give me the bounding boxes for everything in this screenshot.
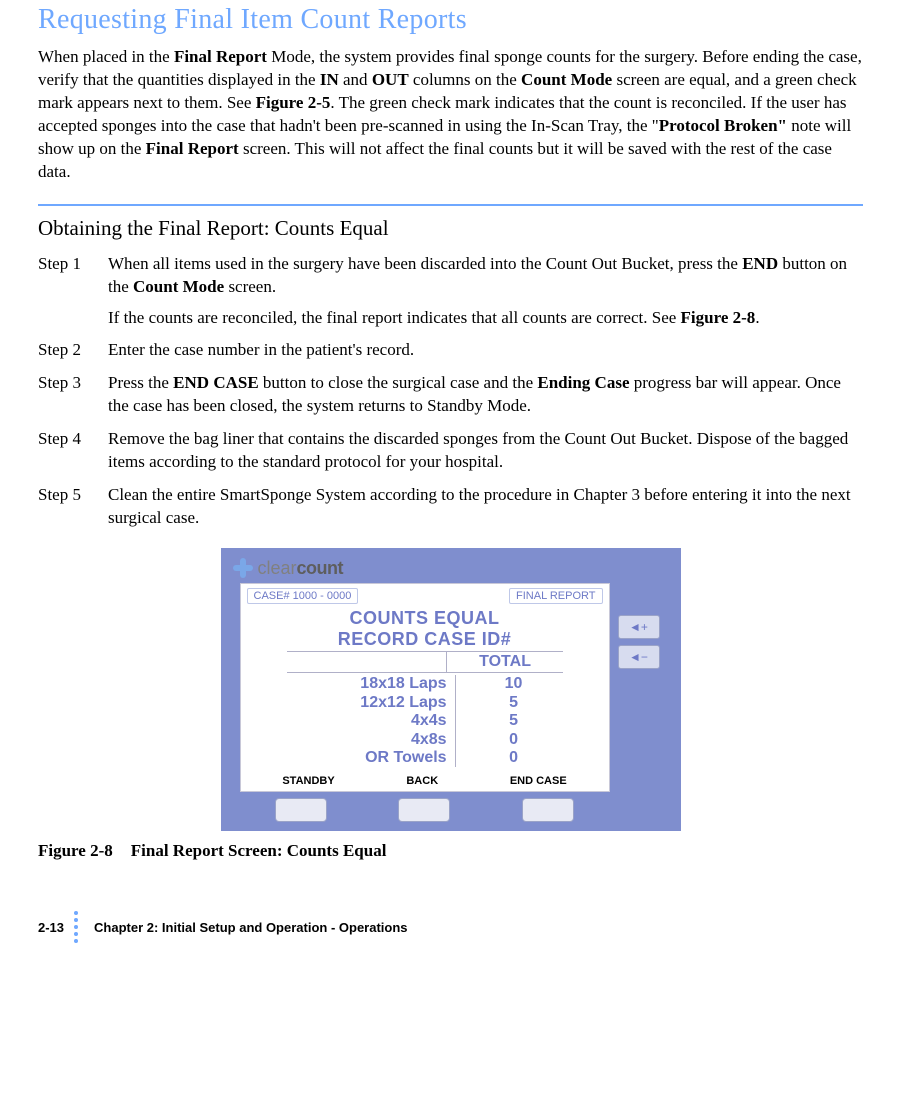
step-text: Clean the entire SmartSponge System acco… xyxy=(108,484,863,530)
item-total: 5 xyxy=(456,712,572,730)
mode-label: FINAL REPORT xyxy=(509,588,602,604)
step-text: Remove the bag liner that contains the d… xyxy=(108,428,863,474)
screen-bottom-labels: STANDBY BACK END CASE xyxy=(247,775,603,787)
page-footer: 2-13 Chapter 2: Initial Setup and Operat… xyxy=(38,911,863,943)
step-4: Step 4Remove the bag liner that contains… xyxy=(38,428,863,474)
count-row: 4x8s0 xyxy=(287,731,563,749)
count-row: 4x4s5 xyxy=(287,712,563,730)
step-label: Step 4 xyxy=(38,428,108,451)
screen-title-line1: COUNTS EQUAL xyxy=(247,608,603,629)
screen-button-label: BACK xyxy=(406,775,438,787)
screen-button-label: END CASE xyxy=(510,775,567,787)
item-name: 4x4s xyxy=(287,712,456,730)
step-label: Step 1 xyxy=(38,253,108,276)
page-number: 2-13 xyxy=(38,920,64,935)
end-case-button[interactable] xyxy=(522,798,574,822)
step-3: Step 3Press the END CASE button to close… xyxy=(38,372,863,418)
item-total: 10 xyxy=(456,675,572,693)
case-number-label: CASE# 1000 - 0000 xyxy=(247,588,359,604)
section-heading: Requesting Final Item Count Reports xyxy=(38,4,863,36)
intro-paragraph: When placed in the Final Report Mode, th… xyxy=(38,46,863,184)
footer-dots-icon xyxy=(74,911,78,943)
count-row: OR Towels0 xyxy=(287,749,563,767)
step-text: When all items used in the surgery have … xyxy=(108,253,863,330)
item-name: OR Towels xyxy=(287,749,456,767)
screen-title: COUNTS EQUAL RECORD CASE ID# xyxy=(247,608,603,649)
item-total: 0 xyxy=(456,749,572,767)
standby-button[interactable] xyxy=(275,798,327,822)
count-row: 18x18 Laps10 xyxy=(287,675,563,693)
figure-caption-text: Final Report Screen: Counts Equal xyxy=(131,841,387,860)
brand-logo: clearcount xyxy=(232,557,674,579)
figure-caption: Figure 2-8 Final Report Screen: Counts Eq… xyxy=(38,841,863,861)
screen-title-line2: RECORD CASE ID# xyxy=(247,629,603,650)
step-2: Step 2Enter the case number in the patie… xyxy=(38,339,863,362)
step-label: Step 2 xyxy=(38,339,108,362)
total-header-row: TOTAL xyxy=(287,651,563,673)
volume-down-button[interactable]: ◄− xyxy=(618,645,660,669)
footer-chapter-text: Chapter 2: Initial Setup and Operation -… xyxy=(94,920,407,935)
step-label: Step 5 xyxy=(38,484,108,507)
section-divider xyxy=(38,204,863,206)
figure-2-8: clearcount CASE# 1000 - 0000 FINAL REPOR… xyxy=(38,548,863,831)
figure-label: Figure 2-8 xyxy=(38,841,113,860)
subsection-heading: Obtaining the Final Report: Counts Equal xyxy=(38,216,863,241)
item-name: 12x12 Laps xyxy=(287,694,456,712)
volume-buttons: ◄+ ◄− xyxy=(618,615,660,669)
brand-text-count: count xyxy=(297,558,344,578)
item-total: 5 xyxy=(456,694,572,712)
count-row: 12x12 Laps5 xyxy=(287,694,563,712)
brand-text-clear: clear xyxy=(258,558,297,578)
step-subtext: If the counts are reconciled, the final … xyxy=(108,307,863,330)
step-text: Press the END CASE button to close the s… xyxy=(108,372,863,418)
screen-button-label: STANDBY xyxy=(282,775,334,787)
plus-icon xyxy=(232,557,254,579)
device-screen: CASE# 1000 - 0000 FINAL REPORT COUNTS EQ… xyxy=(240,583,610,792)
item-name: 4x8s xyxy=(287,731,456,749)
count-table: 18x18 Laps1012x12 Laps54x4s54x8s0OR Towe… xyxy=(287,675,563,767)
volume-up-button[interactable]: ◄+ xyxy=(618,615,660,639)
step-text: Enter the case number in the patient's r… xyxy=(108,339,863,362)
back-button[interactable] xyxy=(398,798,450,822)
item-name: 18x18 Laps xyxy=(287,675,456,693)
device-frame: clearcount CASE# 1000 - 0000 FINAL REPOR… xyxy=(221,548,681,831)
total-label: TOTAL xyxy=(447,652,563,672)
step-5: Step 5Clean the entire SmartSponge Syste… xyxy=(38,484,863,530)
item-total: 0 xyxy=(456,731,572,749)
step-1: Step 1When all items used in the surgery… xyxy=(38,253,863,330)
physical-button-row xyxy=(240,798,610,822)
step-label: Step 3 xyxy=(38,372,108,395)
